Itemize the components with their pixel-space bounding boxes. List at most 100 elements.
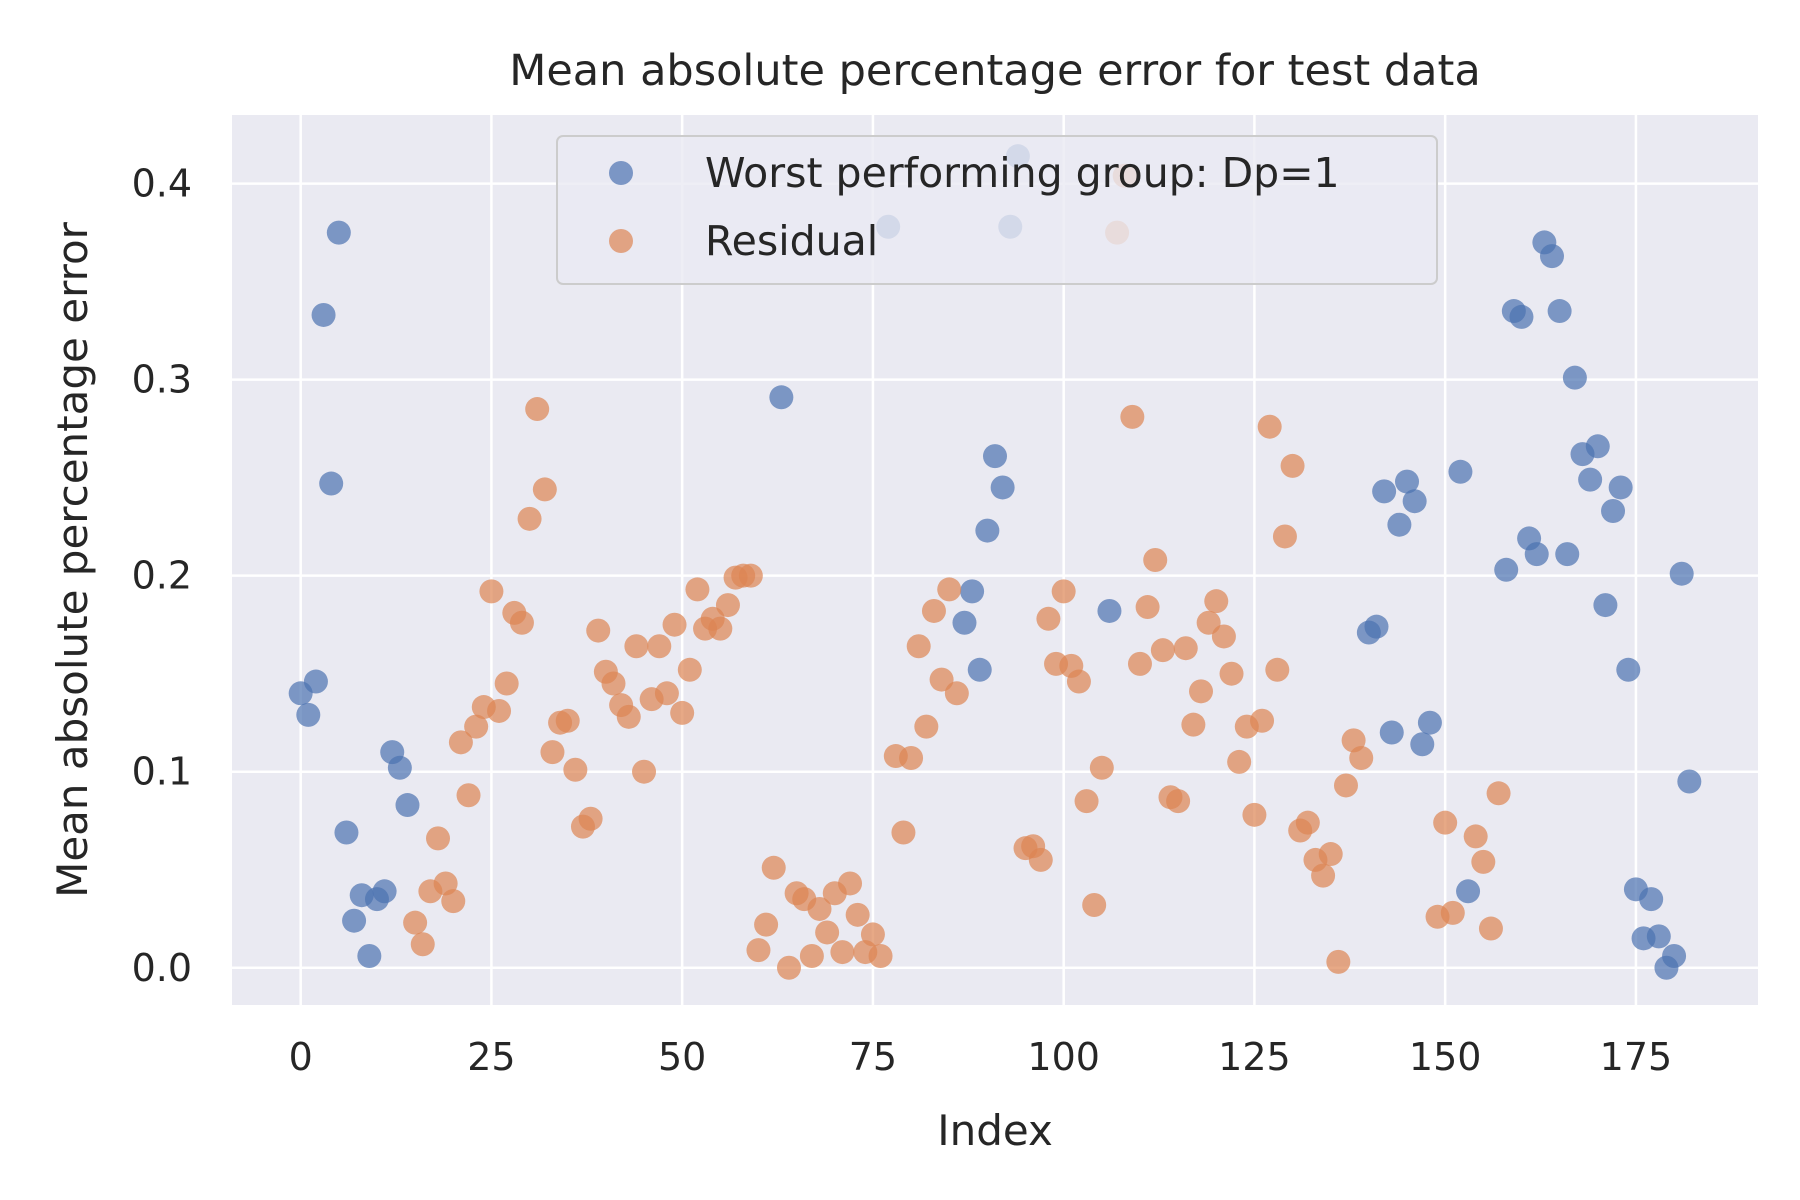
- data-point: [860, 922, 885, 947]
- data-point: [715, 593, 740, 618]
- data-point: [967, 657, 992, 682]
- data-point: [319, 471, 344, 496]
- data-point: [1379, 720, 1404, 745]
- y-tick-label: 0.2: [132, 554, 192, 598]
- data-point: [776, 955, 801, 980]
- data-point: [1028, 847, 1053, 872]
- data-point: [960, 579, 985, 604]
- data-point: [334, 820, 359, 845]
- data-point: [1097, 598, 1122, 623]
- data-point: [845, 902, 870, 927]
- data-point: [1272, 524, 1297, 549]
- x-axis-label: Index: [937, 1106, 1053, 1155]
- data-point: [1257, 414, 1282, 439]
- data-point: [532, 477, 557, 502]
- series-residual: [403, 163, 1511, 980]
- data-point: [464, 714, 489, 739]
- x-tick-label: 75: [849, 1035, 897, 1079]
- data-point: [708, 616, 733, 641]
- data-point: [1173, 636, 1198, 661]
- x-tick-label: 0: [289, 1035, 313, 1079]
- data-point: [1089, 755, 1114, 780]
- data-point: [342, 908, 367, 933]
- data-point: [899, 745, 924, 770]
- data-point: [448, 730, 473, 755]
- legend-label-worst-group: Worst performing group: Dp=1: [705, 149, 1340, 197]
- data-point: [807, 896, 832, 921]
- data-point: [403, 910, 428, 935]
- data-point: [1578, 467, 1603, 492]
- x-tick-label: 175: [1600, 1035, 1673, 1079]
- data-point: [746, 938, 771, 963]
- chart-title: Mean absolute percentage error for test …: [509, 46, 1481, 96]
- data-point: [1074, 789, 1099, 814]
- data-point: [1036, 606, 1061, 631]
- data-point: [1372, 479, 1397, 504]
- data-point: [1295, 810, 1320, 835]
- data-point: [1616, 657, 1641, 682]
- data-point: [1448, 459, 1473, 484]
- data-point: [921, 598, 946, 623]
- data-point: [1471, 849, 1496, 874]
- data-point: [509, 610, 534, 635]
- data-point: [1601, 498, 1626, 523]
- data-point: [1196, 610, 1221, 635]
- legend-label-residual: Residual: [705, 217, 878, 265]
- data-point: [1547, 299, 1572, 324]
- data-point: [1539, 244, 1564, 269]
- data-point: [357, 943, 382, 968]
- data-point: [1662, 943, 1687, 968]
- data-point: [616, 704, 641, 729]
- data-point: [441, 889, 466, 914]
- data-point: [456, 783, 481, 808]
- data-point: [540, 740, 565, 765]
- data-point: [838, 871, 863, 896]
- data-point: [815, 920, 840, 945]
- data-point: [1120, 404, 1145, 429]
- data-point: [395, 793, 420, 818]
- data-point: [387, 755, 412, 780]
- data-point: [1440, 900, 1465, 925]
- data-point: [1646, 924, 1671, 949]
- data-point: [1509, 304, 1534, 329]
- data-point: [1127, 651, 1152, 676]
- data-point: [303, 669, 328, 694]
- data-point: [670, 700, 695, 725]
- data-point: [632, 759, 657, 784]
- data-point: [1219, 661, 1244, 686]
- data-point: [983, 444, 1007, 469]
- data-point: [1486, 781, 1511, 806]
- data-point: [1280, 453, 1305, 478]
- data-point: [586, 618, 611, 643]
- data-point: [1555, 542, 1580, 567]
- data-point: [975, 518, 1000, 543]
- data-point: [1410, 732, 1435, 757]
- data-point: [654, 681, 679, 706]
- data-point: [1433, 810, 1458, 835]
- data-point: [1463, 824, 1488, 849]
- data-point: [1639, 887, 1664, 912]
- data-point: [1349, 745, 1374, 770]
- data-point: [487, 698, 512, 723]
- data-point: [372, 879, 397, 904]
- data-point: [1265, 657, 1290, 682]
- data-point: [517, 506, 542, 531]
- legend: Worst performing group: Dp=1 Residual: [556, 135, 1438, 285]
- data-point: [1227, 749, 1252, 774]
- data-point: [1204, 589, 1229, 614]
- data-point: [929, 667, 954, 692]
- y-axis-label: Mean absolute percentage error: [48, 221, 97, 898]
- legend-marker-worst-group: [609, 161, 633, 185]
- data-point: [1051, 579, 1076, 604]
- data-point: [1181, 712, 1206, 737]
- data-point: [944, 681, 969, 706]
- data-point: [1395, 469, 1420, 494]
- data-point: [830, 940, 855, 965]
- data-point: [296, 702, 321, 727]
- data-point: [1326, 949, 1351, 974]
- data-point: [662, 612, 687, 637]
- data-point: [754, 912, 779, 937]
- data-point: [1333, 773, 1358, 798]
- x-tick-label: 25: [467, 1035, 515, 1079]
